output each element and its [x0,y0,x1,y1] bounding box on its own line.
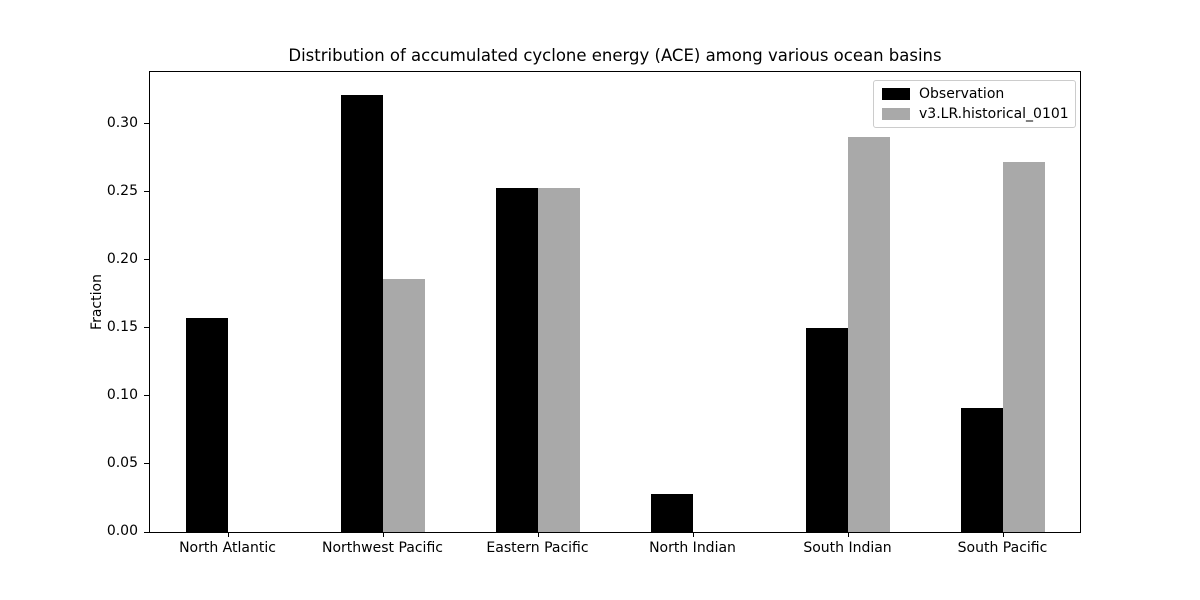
x-tick-label-south-pacific: South Pacific [957,540,1048,556]
legend-item-observation: Observation [882,86,1067,102]
y-tick-mark [144,395,149,397]
y-tick-label: 0.05 [106,454,138,471]
y-tick-label: 0.20 [106,250,138,267]
bar-observation-northwest-pacific [340,95,383,532]
legend-swatch-model-icon [882,108,910,120]
bar-observation-north-indian [650,494,693,532]
x-tick-label-north-atlantic: North Atlantic [179,540,276,556]
x-tick-mark [692,533,694,537]
legend-label-observation: Observation [919,86,1005,102]
legend-label-model: v3.LR.historical_0101 [919,106,1069,122]
x-tick-label-north-indian: North Indian [649,540,736,556]
y-tick-mark [144,259,149,261]
plot-area [149,71,1081,533]
bar-observation-south-indian [805,328,848,532]
x-tick-label-northwest-pacific: Northwest Pacific [322,540,443,556]
y-tick-mark [144,191,149,193]
bar-observation-south-pacific [960,408,1003,532]
legend: Observation v3.LR.historical_0101 [873,80,1076,128]
bar-v3-lr-historical-0101-northwest-pacific [382,279,425,532]
y-tick-label: 0.10 [106,386,138,403]
y-tick-label: 0.00 [106,523,138,539]
bar-observation-north-atlantic [185,318,228,532]
x-tick-mark [382,533,384,537]
bar-v3-lr-historical-0101-eastern-pacific [537,188,580,532]
chart-title: Distribution of accumulated cyclone ener… [288,46,942,65]
y-tick-mark [144,123,149,125]
y-tick-mark [144,463,149,465]
legend-swatch-observation-icon [882,88,910,100]
x-tick-mark [227,533,229,537]
x-tick-mark [847,533,849,537]
legend-item-model: v3.LR.historical_0101 [882,106,1069,122]
x-tick-mark [537,533,539,537]
x-tick-mark [1002,533,1004,537]
x-tick-label-south-indian: South Indian [803,540,892,556]
bar-v3-lr-historical-0101-south-indian [847,137,890,532]
x-tick-label-eastern-pacific: Eastern Pacific [486,540,589,556]
bar-v3-lr-historical-0101-south-pacific [1002,162,1045,532]
bar-observation-eastern-pacific [495,188,538,532]
y-tick-label: 0.25 [106,182,138,199]
y-tick-mark [144,531,149,533]
y-tick-label: 0.30 [106,114,138,131]
y-tick-label: 0.15 [106,318,138,335]
y-tick-mark [144,327,149,329]
